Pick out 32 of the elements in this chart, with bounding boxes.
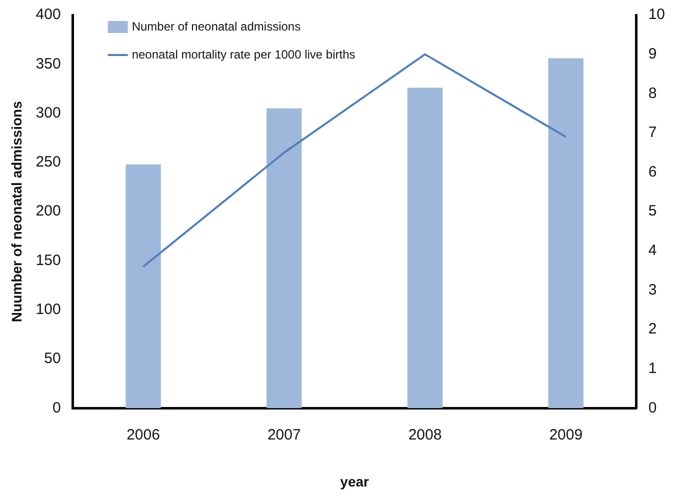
y2-tick-label: 3 — [648, 281, 657, 298]
legend-label: neonatal mortality rate per 1000 live births — [132, 47, 356, 62]
y-tick-label: 0 — [52, 399, 61, 416]
y2-tick-label: 6 — [648, 163, 657, 180]
x-tick-label: 2009 — [549, 426, 583, 444]
x-tick-label: 2008 — [408, 426, 442, 444]
y2-tick-label: 0 — [648, 399, 657, 416]
x-tick-label: 2006 — [126, 426, 160, 444]
x-axis-title: year — [340, 473, 370, 490]
y2-tick-label: 1 — [648, 360, 657, 378]
y2-tick-label: 7 — [648, 124, 657, 142]
y-tick-label: 300 — [36, 104, 61, 122]
legend-label: Number of neonatal admissions — [132, 19, 301, 34]
y2-tick-label: 8 — [648, 84, 657, 102]
y2-tick-label: 9 — [648, 45, 657, 62]
y2-tick-label: 5 — [648, 202, 657, 220]
bar — [266, 108, 302, 408]
y-tick-label: 100 — [36, 301, 61, 318]
y-tick-label: 200 — [36, 202, 61, 220]
bar — [548, 58, 584, 408]
y-tick-label: 400 — [36, 6, 61, 24]
y-axis-title: Nuumber of neonatal admissions — [8, 100, 24, 322]
x-tick-label: 2007 — [267, 426, 301, 444]
y2-tick-label: 4 — [648, 242, 657, 260]
y2-tick-label: 2 — [648, 320, 657, 338]
y2-tick-label: 10 — [648, 6, 666, 24]
y-tick-label: 350 — [36, 55, 61, 72]
y-tick-label: 50 — [44, 350, 61, 368]
bar — [407, 88, 443, 408]
y-tick-label: 150 — [36, 252, 61, 269]
y-tick-label: 250 — [36, 154, 61, 171]
bar — [126, 164, 161, 408]
